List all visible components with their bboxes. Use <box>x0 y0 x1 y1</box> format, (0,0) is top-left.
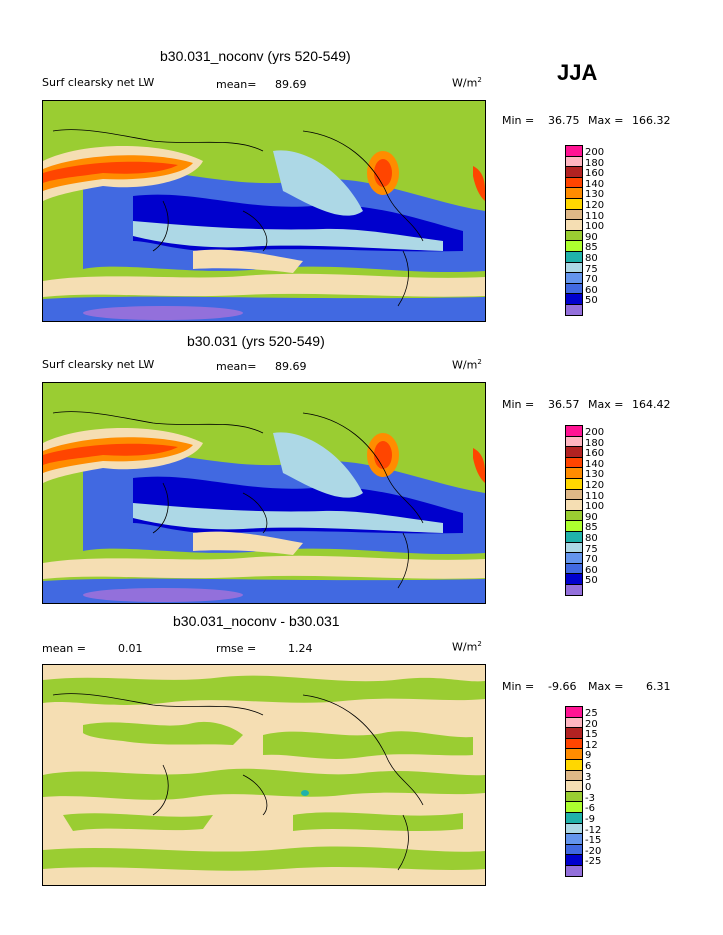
panel1-colorbar-label: 70 <box>585 274 598 286</box>
panel3-colorbar-label: -12 <box>585 824 602 836</box>
panel2-map-plot <box>43 383 485 603</box>
panel3-colorbar-label: -25 <box>585 856 602 868</box>
panel1-mean-label: mean= <box>216 78 257 91</box>
panel2-max-value: 164.42 <box>632 398 671 411</box>
panel1-colorbar-label: 140 <box>585 178 605 190</box>
panel1-colorbar-label: 50 <box>585 295 598 307</box>
panel2-colorbar-label: 140 <box>585 458 605 470</box>
panel1-map-plot <box>43 101 485 321</box>
panel1-colorbar-label: 200 <box>585 147 605 158</box>
panel3-colorbar-label: 6 <box>585 761 592 772</box>
panel2-colorbar-label: 85 <box>585 522 598 534</box>
panel2-colorbar-label: 50 <box>585 575 598 587</box>
panel1-max-label: Max = <box>588 114 624 127</box>
panel2-colorbar-label: 80 <box>585 533 598 544</box>
panel1-variable-label: Surf clearsky net LW <box>42 76 155 89</box>
panel3-mean-label: mean = <box>42 642 86 655</box>
panel3-rmse-label: rmse = <box>216 642 257 655</box>
panel1-colorbar-label: 100 <box>585 221 605 233</box>
panel3-map <box>42 664 486 886</box>
panel2-colorbar-label: 130 <box>585 469 605 481</box>
panel3-colorbar-label: 20 <box>585 718 598 730</box>
panel2-mean-label: mean= <box>216 360 257 373</box>
panel1-colorbar-label: 160 <box>585 168 605 180</box>
panel1-mean-value: 89.69 <box>275 78 307 91</box>
panel2-min-value: 36.57 <box>548 398 580 411</box>
panel3-max-value: 6.31 <box>646 680 671 693</box>
panel3-mean-value: 0.01 <box>118 642 143 655</box>
panel3-colorbar-label: -6 <box>585 803 595 815</box>
panel2-units: W/m2 <box>452 358 482 372</box>
panel2-colorbar-label: 160 <box>585 448 605 460</box>
panel1-colorbar-label: 130 <box>585 189 605 201</box>
panel2-colorbar-label: 60 <box>585 564 598 576</box>
panel1-colorbar-label: 120 <box>585 200 605 211</box>
panel1-colorbar-label: 75 <box>585 263 598 275</box>
panel2-colorbar-label: 180 <box>585 437 605 449</box>
panel2-colorbar: 200 180 160 140 130 120 110 100 90 85 80… <box>565 425 635 600</box>
panel3-colorbar-label: 12 <box>585 739 598 751</box>
panel3-colorbar-label: 0 <box>585 782 592 794</box>
panel2-min-label: Min = <box>502 398 535 411</box>
panel2-variable-label: Surf clearsky net LW <box>42 358 155 371</box>
panel2-max-label: Max = <box>588 398 624 411</box>
panel3-colorbar-label: -9 <box>585 814 595 825</box>
panel2-colorbar-label: 90 <box>585 511 598 523</box>
panel1-colorbar-label: 85 <box>585 242 598 254</box>
panel3-title: b30.031_noconv - b30.031 <box>173 613 340 629</box>
panel2-map <box>42 382 486 604</box>
panel2-mean-value: 89.69 <box>275 360 307 373</box>
panel3-colorbar: 25 20 15 12 9 6 3 0 -3 -6 -9 -12 -15 -20… <box>565 706 635 881</box>
panel3-rmse-value: 1.24 <box>288 642 313 655</box>
panel2-colorbar-label: 100 <box>585 501 605 513</box>
panel1-colorbar: 200 180 160 140 130 120 110 100 90 85 80… <box>565 145 635 320</box>
panel2-colorbar-label: 200 <box>585 427 605 438</box>
panel2-colorbar-label: 120 <box>585 480 605 491</box>
panel2-colorbar-label: 75 <box>585 543 598 555</box>
panel3-max-label: Max = <box>588 680 624 693</box>
panel1-colorbar-label: 90 <box>585 231 598 243</box>
panel1-min-value: 36.75 <box>548 114 580 127</box>
panel3-min-value: -9.66 <box>548 680 577 693</box>
panel3-map-plot <box>43 665 485 885</box>
panel1-min-label: Min = <box>502 114 535 127</box>
panel1-map <box>42 100 486 322</box>
panel1-units: W/m2 <box>452 76 482 90</box>
panel3-colorbar-label: 3 <box>585 771 592 783</box>
panel1-max-value: 166.32 <box>632 114 671 127</box>
panel1-colorbar-label: 80 <box>585 253 598 264</box>
panel3-colorbar-label: -3 <box>585 792 595 804</box>
panel3-colorbar-label: 9 <box>585 750 592 762</box>
panel2-colorbar-label: 110 <box>585 490 605 502</box>
panel3-colorbar-label: 25 <box>585 708 598 719</box>
panel3-units: W/m2 <box>452 640 482 654</box>
panel1-colorbar-label: 60 <box>585 284 598 296</box>
panel3-min-label: Min = <box>502 680 535 693</box>
panel3-colorbar-label: -15 <box>585 835 602 847</box>
panel2-colorbar-label: 70 <box>585 554 598 566</box>
panel3-colorbar-label: 15 <box>585 729 598 741</box>
season-label: JJA <box>557 60 598 85</box>
panel2-title: b30.031 (yrs 520-549) <box>187 333 325 349</box>
panel1-colorbar-label: 110 <box>585 210 605 222</box>
panel1-colorbar-label: 180 <box>585 157 605 169</box>
panel1-title: b30.031_noconv (yrs 520-549) <box>160 48 351 64</box>
panel3-colorbar-label: -20 <box>585 845 602 857</box>
